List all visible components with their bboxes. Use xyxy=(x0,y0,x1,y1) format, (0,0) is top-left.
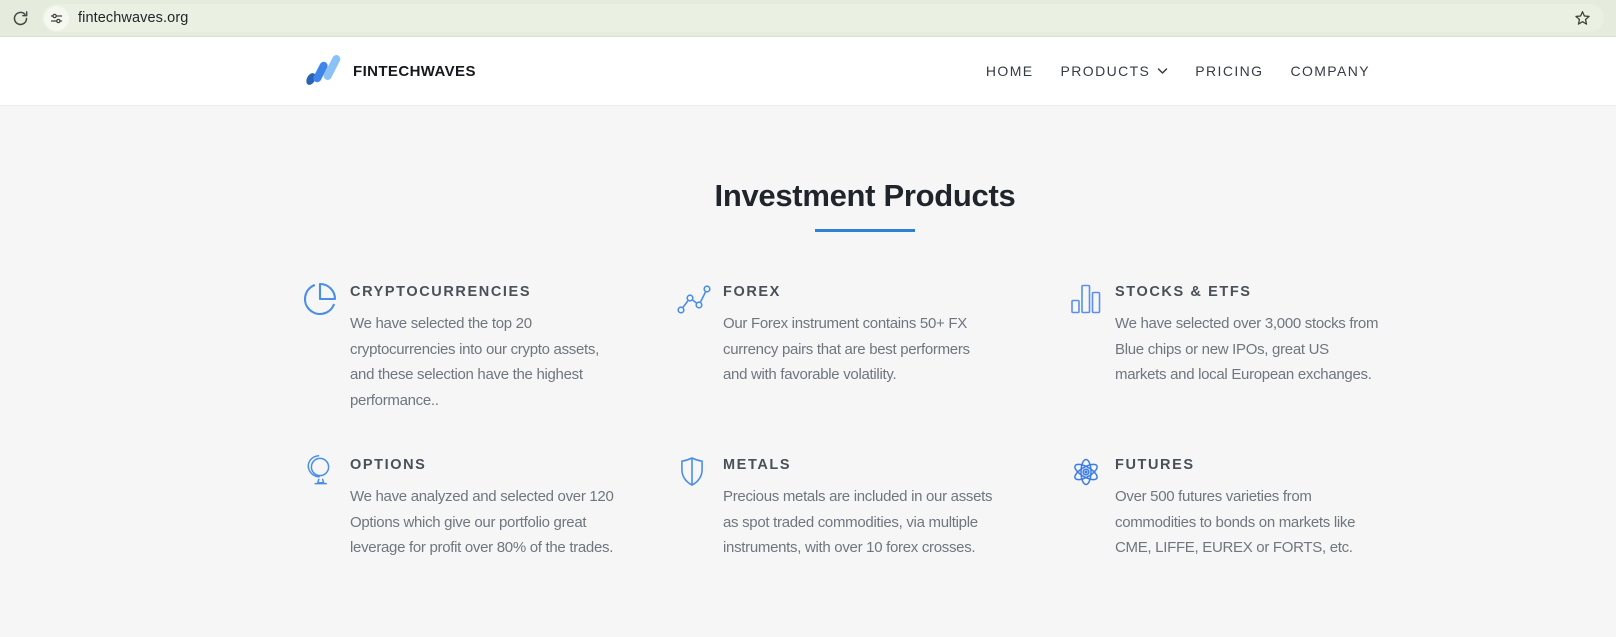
browser-toolbar: fintechwaves.org xyxy=(0,0,1616,37)
product-title: STOCKS & ETFS xyxy=(1115,284,1252,300)
product-description: We have analyzed and selected over 120 O… xyxy=(350,488,614,556)
product-card-metals: METALS Precious metals are included in o… xyxy=(675,452,1043,561)
product-title: METALS xyxy=(723,457,792,473)
product-card-forex: FOREX Our Forex instrument contains 50+ … xyxy=(675,279,1043,413)
title-underline xyxy=(815,229,915,232)
bookmark-button[interactable] xyxy=(1570,6,1594,30)
product-card-cryptocurrencies: CRYPTOCURRENCIES We have selected the to… xyxy=(302,279,651,413)
product-description: Precious metals are included in our asse… xyxy=(723,488,993,556)
product-card-futures: FUTURES Over 500 futures varieties from … xyxy=(1067,452,1435,561)
logo-waves-icon xyxy=(302,52,344,90)
product-title: FOREX xyxy=(723,284,781,300)
site-header: FINTECHWAVES HOME PRODUCTS PRICING COMPA… xyxy=(0,37,1616,106)
chevron-down-icon xyxy=(1157,67,1168,75)
url-text[interactable]: fintechwaves.org xyxy=(78,10,189,26)
atom-icon xyxy=(1067,452,1105,561)
shield-icon xyxy=(675,452,713,561)
site-settings-icon xyxy=(49,11,64,26)
brand-name: FINTECHWAVES xyxy=(353,62,476,80)
product-description: Our Forex instrument contains 50+ FX cur… xyxy=(723,315,970,383)
product-title: CRYPTOCURRENCIES xyxy=(350,284,532,300)
bar-chart-icon xyxy=(1067,279,1105,413)
products-grid: CRYPTOCURRENCIES We have selected the to… xyxy=(302,279,1378,561)
nav-products-label: PRODUCTS xyxy=(1060,63,1151,79)
nav-company[interactable]: COMPANY xyxy=(1290,63,1370,79)
nav-home[interactable]: HOME xyxy=(985,63,1034,79)
product-title: OPTIONS xyxy=(350,457,427,473)
nav-pricing[interactable]: PRICING xyxy=(1195,63,1264,79)
main-nav: HOME PRODUCTS PRICING COMPANY xyxy=(986,63,1370,79)
product-title: FUTURES xyxy=(1115,457,1195,473)
nav-products[interactable]: PRODUCTS xyxy=(1061,63,1169,79)
product-card-stocks-etfs: STOCKS & ETFS We have selected over 3,00… xyxy=(1067,279,1435,413)
pie-chart-icon xyxy=(302,279,340,413)
product-card-options: OPTIONS We have analyzed and selected ov… xyxy=(302,452,651,561)
product-description: We have selected over 3,000 stocks from … xyxy=(1115,315,1379,383)
url-bar[interactable]: fintechwaves.org xyxy=(42,4,1604,32)
line-chart-icon xyxy=(675,279,713,413)
product-description: We have selected the top 20 cryptocurren… xyxy=(350,315,599,409)
reload-button[interactable] xyxy=(6,4,34,32)
page-content: Investment Products CRYPTOCURRENCIES We … xyxy=(0,106,1616,561)
globe-icon xyxy=(302,452,340,561)
product-description: Over 500 futures varieties from commodit… xyxy=(1115,488,1356,556)
reload-icon xyxy=(11,9,30,28)
section-title: Investment Products xyxy=(714,178,1016,213)
bookmark-star-icon xyxy=(1573,9,1592,28)
brand-logo[interactable]: FINTECHWAVES xyxy=(302,52,476,90)
site-settings-button[interactable] xyxy=(44,5,69,31)
